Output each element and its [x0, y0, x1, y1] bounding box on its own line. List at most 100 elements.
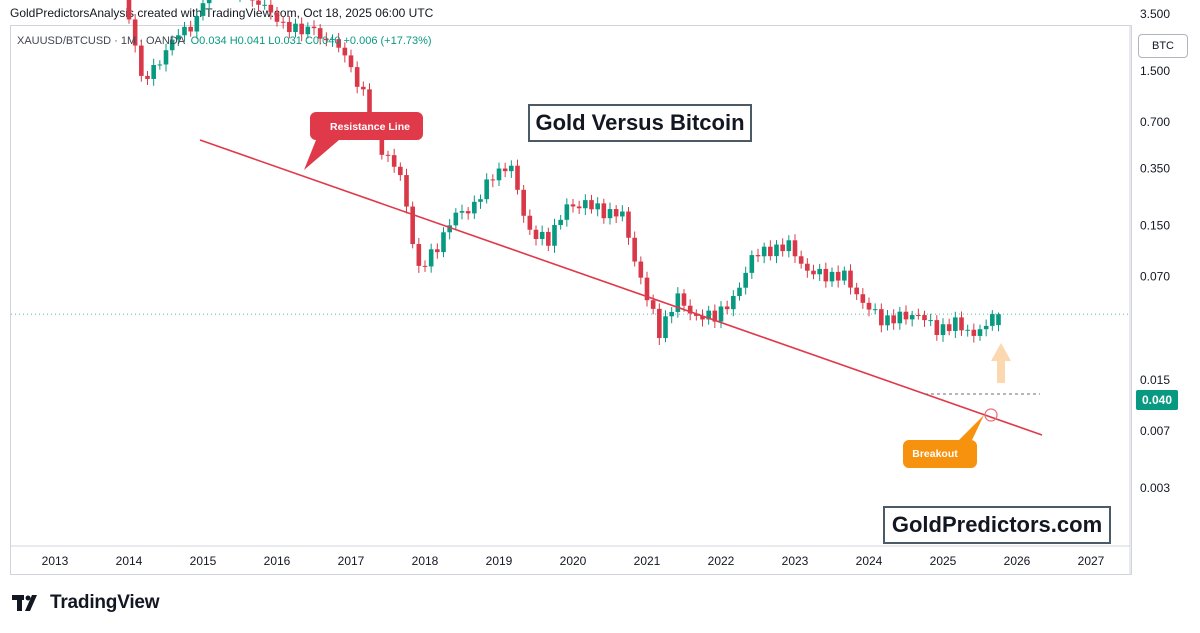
candle — [324, 32, 329, 47]
candle — [761, 242, 767, 264]
candle — [472, 195, 477, 219]
candle — [478, 194, 483, 209]
candle — [280, 16, 286, 29]
candle-body — [885, 315, 890, 326]
candle-body — [404, 175, 409, 207]
candle — [509, 160, 514, 178]
candle — [239, 0, 241, 2]
candle-body — [200, 3, 206, 16]
candle-body — [391, 155, 397, 167]
candle-body — [768, 246, 773, 257]
candle-body — [416, 244, 422, 266]
candle-body — [268, 4, 274, 13]
candle — [533, 225, 539, 246]
candle — [928, 313, 933, 327]
candle — [854, 282, 859, 300]
candle-body — [990, 314, 995, 326]
candle-body — [546, 231, 551, 246]
candle-body — [613, 209, 619, 217]
breakout-callout-label: Breakout — [912, 448, 958, 460]
candle-body — [502, 168, 508, 172]
candle-body — [126, 0, 132, 20]
candle — [465, 207, 471, 220]
candle — [576, 200, 582, 215]
candle — [200, 0, 206, 21]
candle — [946, 318, 952, 336]
symbol-label[interactable]: XAUUSD/BTCUSD · 1M · OANDA — [17, 35, 185, 47]
candle-body — [305, 26, 311, 35]
candle — [687, 299, 693, 321]
candle — [459, 204, 465, 220]
candle — [632, 231, 637, 267]
candle-body — [385, 154, 391, 156]
candle — [940, 318, 946, 342]
x-tick-label: 2015 — [190, 554, 217, 568]
candle — [965, 324, 970, 337]
candle — [953, 311, 958, 338]
candle — [188, 20, 193, 37]
candle — [681, 289, 687, 312]
candle — [595, 197, 600, 217]
candle — [299, 17, 304, 42]
candle-body — [620, 211, 625, 217]
x-tick-label: 2019 — [486, 554, 513, 568]
candle-body — [280, 21, 286, 23]
candle — [743, 266, 748, 295]
candle-body — [472, 201, 477, 214]
candle-body — [336, 39, 341, 48]
chart-title: Gold Versus Bitcoin — [528, 104, 752, 142]
candle-body — [299, 23, 304, 35]
candle-body — [509, 165, 514, 172]
website-watermark: GoldPredictors.com — [883, 506, 1111, 544]
candle — [798, 250, 804, 269]
candle — [385, 150, 391, 162]
candle — [564, 198, 570, 227]
candle — [583, 194, 588, 216]
candle-body — [583, 200, 588, 209]
candle — [293, 18, 298, 38]
candle-body — [564, 204, 570, 220]
candle — [805, 258, 810, 278]
currency-label[interactable]: BTC — [1138, 34, 1188, 58]
candle — [897, 306, 903, 330]
candle — [151, 58, 156, 86]
ohlc-values: O0.034 H0.041 L0.031 C0.040 +0.006 (+17.… — [190, 35, 432, 47]
candle-body — [872, 309, 878, 311]
candle-body — [262, 4, 267, 6]
brand-name: TradingView — [50, 592, 160, 613]
candle-body — [558, 219, 563, 226]
x-tick-label: 2023 — [782, 554, 809, 568]
y-tick-label: 0.150 — [1140, 218, 1170, 232]
candle — [977, 324, 983, 341]
candle — [842, 266, 847, 285]
candle-body — [860, 294, 866, 303]
candle-body — [206, 0, 212, 4]
x-tick-label: 2014 — [116, 554, 143, 568]
x-tick-label: 2026 — [1004, 554, 1031, 568]
candle — [182, 22, 187, 42]
candle — [558, 214, 563, 230]
candle-body — [650, 300, 656, 309]
candle — [416, 238, 422, 273]
candle-body — [811, 270, 816, 275]
candle-body — [879, 309, 884, 326]
y-tick-label: 1.500 — [1140, 64, 1170, 78]
candle — [774, 240, 779, 264]
candle-body — [496, 168, 502, 181]
symbol-legend: XAUUSD/BTCUSD · 1M · OANDA O0.034 H0.041… — [17, 35, 432, 47]
candle-body — [953, 317, 958, 331]
candle — [620, 205, 625, 222]
candle-body — [774, 244, 779, 257]
candle — [663, 310, 668, 343]
candle-body — [428, 249, 434, 267]
candle — [163, 43, 169, 72]
candle-body — [484, 179, 489, 200]
x-tick-label: 2021 — [634, 554, 661, 568]
tradingview-logo[interactable]: TradingView — [12, 592, 160, 614]
candle — [589, 194, 594, 214]
candle-body — [798, 256, 804, 264]
candle-body — [274, 12, 280, 22]
candle — [613, 205, 619, 224]
candle — [552, 218, 557, 253]
